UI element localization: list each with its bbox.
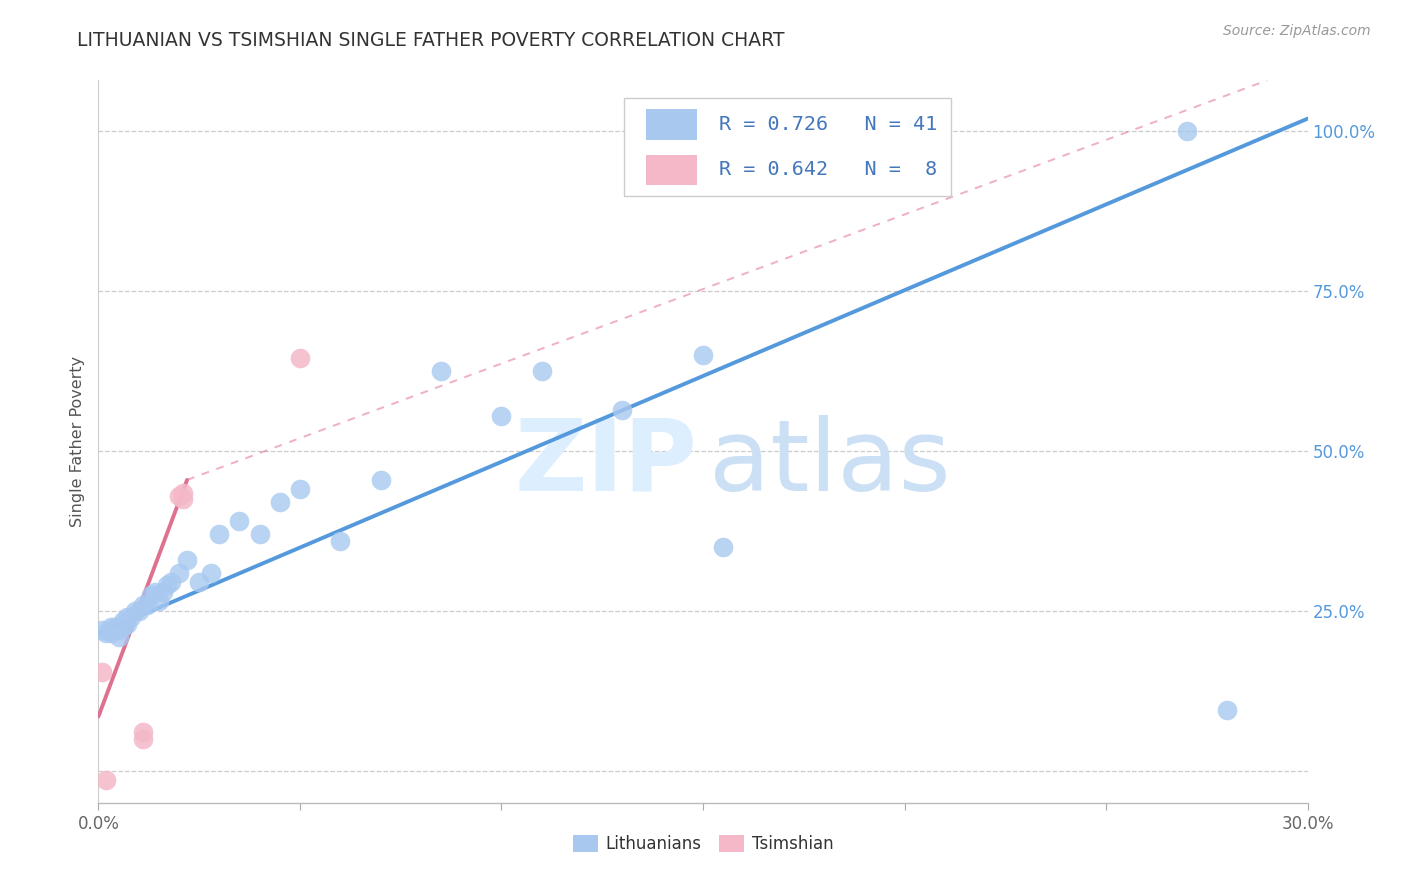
Point [139,588,162,602]
Text: ZIP: ZIP [515,415,697,512]
Point [156,578,179,592]
FancyBboxPatch shape [647,109,697,139]
Text: atlas: atlas [709,415,950,512]
Point [176,553,198,567]
Point [530,364,553,378]
Point [100,626,122,640]
Point [167,489,190,503]
FancyBboxPatch shape [647,154,697,185]
Legend: Lithuanians, Tsimshian: Lithuanians, Tsimshian [565,828,841,860]
Point [612,402,634,417]
Point [1175,124,1198,138]
Point [692,348,714,362]
Point [103,620,125,634]
Text: LITHUANIAN VS TSIMSHIAN SINGLE FATHER POVERTY CORRELATION CHART: LITHUANIAN VS TSIMSHIAN SINGLE FATHER PO… [77,31,785,50]
Text: R = 0.642   N =  8: R = 0.642 N = 8 [718,161,936,179]
Point [96,773,118,788]
Point [148,594,170,608]
Point [128,604,150,618]
Point [132,598,155,612]
Point [160,575,183,590]
Point [188,575,211,590]
Point [370,473,392,487]
Point [711,540,734,554]
Point [135,598,157,612]
Point [152,584,174,599]
Text: Source: ZipAtlas.com: Source: ZipAtlas.com [1223,24,1371,38]
Point [132,731,155,746]
Point [269,495,291,509]
Point [143,584,166,599]
Point [200,566,222,580]
Point [100,620,122,634]
Y-axis label: Single Father Poverty: Single Father Poverty [69,356,84,527]
Point [228,515,250,529]
Point [249,527,271,541]
Point [132,725,155,739]
Point [1216,703,1239,717]
Point [91,623,114,637]
Point [111,620,134,634]
Point [124,604,146,618]
Point [91,665,114,679]
Text: R = 0.726   N = 41: R = 0.726 N = 41 [718,115,936,134]
Point [107,630,129,644]
Point [107,623,129,637]
Point [208,527,231,541]
Point [96,626,118,640]
Point [288,483,311,497]
FancyBboxPatch shape [624,98,950,196]
Point [115,616,138,631]
Point [430,364,453,378]
Point [491,409,513,423]
Point [115,610,138,624]
Point [172,485,194,500]
Point [120,610,142,624]
Point [329,533,352,548]
Point [111,614,134,628]
Point [167,566,190,580]
Point [288,351,311,366]
Point [172,492,194,507]
